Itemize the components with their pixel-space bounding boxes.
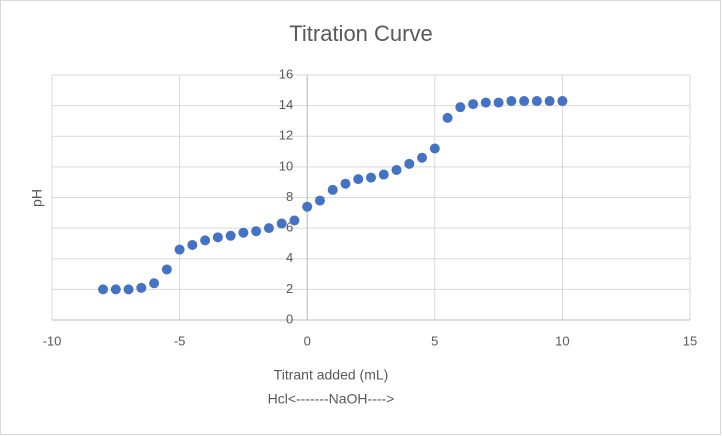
- data-point: [161, 264, 172, 275]
- data-point: [455, 102, 466, 113]
- y-tick-label: 2: [286, 281, 293, 296]
- data-point: [468, 99, 479, 110]
- data-point: [544, 96, 555, 107]
- data-point: [238, 227, 249, 238]
- data-point: [493, 97, 504, 108]
- x-tick-label: 5: [431, 333, 438, 348]
- data-point: [391, 164, 402, 175]
- y-tick-label: 8: [286, 189, 293, 204]
- data-point: [404, 158, 415, 169]
- data-point: [110, 284, 121, 295]
- data-point: [276, 218, 287, 229]
- data-point: [212, 232, 223, 243]
- data-point: [557, 96, 568, 107]
- x-axis-label: Titrant added (mL): [274, 367, 389, 383]
- y-axis-label: pH: [29, 189, 45, 207]
- data-point: [174, 244, 185, 255]
- data-point: [123, 284, 134, 295]
- data-point: [314, 195, 325, 206]
- data-point: [378, 169, 389, 180]
- data-point: [149, 278, 160, 289]
- data-point: [366, 172, 376, 183]
- x-tick-label: 0: [304, 333, 311, 348]
- data-point: [429, 143, 440, 154]
- data-point: [289, 215, 300, 226]
- x-axis-sublabel: Hcl<-------NaOH---->: [268, 391, 395, 407]
- y-tick-label: 4: [286, 250, 293, 265]
- data-point: [327, 184, 338, 195]
- data-point: [263, 223, 274, 234]
- data-point: [353, 174, 364, 185]
- x-tick-label: -10: [43, 333, 62, 348]
- x-tick-label: 15: [683, 333, 697, 348]
- y-tick-label: 16: [279, 66, 293, 81]
- y-tick-label: 14: [279, 97, 293, 112]
- y-tick-label: 6: [286, 220, 293, 235]
- data-point: [98, 284, 109, 295]
- x-tick-label: 10: [555, 333, 569, 348]
- data-point: [225, 230, 236, 241]
- data-point: [340, 178, 351, 189]
- y-tick-label: 10: [279, 158, 293, 173]
- data-point: [136, 282, 147, 293]
- data-point: [480, 97, 491, 108]
- data-point: [302, 201, 313, 212]
- data-point: [531, 96, 542, 107]
- data-point: [251, 226, 262, 237]
- data-point: [506, 96, 517, 107]
- y-tick-label: 12: [279, 128, 293, 143]
- y-tick-label: 0: [286, 311, 293, 326]
- data-point: [417, 152, 428, 163]
- chart-title: Titration Curve: [289, 21, 432, 46]
- data-point: [519, 96, 530, 107]
- data-point: [187, 239, 198, 250]
- data-point: [442, 112, 453, 123]
- x-tick-label: -5: [174, 333, 186, 348]
- data-point: [200, 235, 211, 246]
